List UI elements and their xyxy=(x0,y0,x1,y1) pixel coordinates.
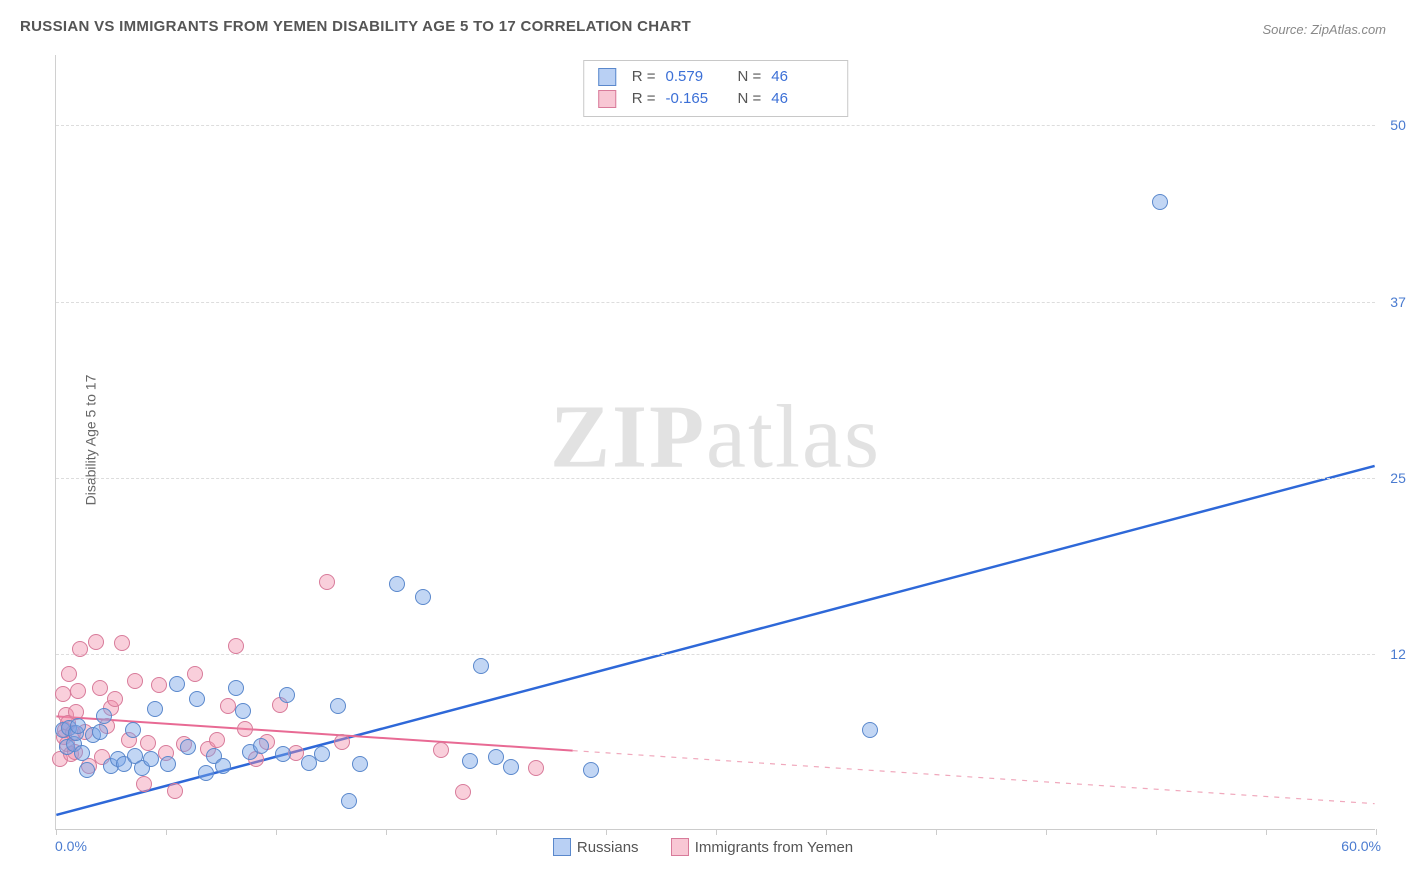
x-tick xyxy=(936,829,937,835)
data-point xyxy=(279,687,295,703)
swatch-pink xyxy=(598,90,616,108)
data-point xyxy=(107,691,123,707)
n-value-russians: 46 xyxy=(771,66,833,88)
data-point xyxy=(96,708,112,724)
data-point xyxy=(189,691,205,707)
data-point xyxy=(215,758,231,774)
x-tick xyxy=(716,829,717,835)
data-point xyxy=(319,574,335,590)
x-tick xyxy=(1156,829,1157,835)
x-tick xyxy=(1046,829,1047,835)
x-tick xyxy=(386,829,387,835)
x-tick xyxy=(606,829,607,835)
stats-row-russians: R = 0.579 N = 46 xyxy=(598,66,834,88)
stats-legend: R = 0.579 N = 46 R = -0.165 N = 46 xyxy=(583,60,849,117)
data-point xyxy=(488,749,504,765)
data-point xyxy=(220,698,236,714)
data-point xyxy=(237,721,253,737)
data-point xyxy=(88,634,104,650)
data-point xyxy=(125,722,141,738)
data-point xyxy=(147,701,163,717)
data-point xyxy=(187,666,203,682)
data-point xyxy=(61,666,77,682)
data-point xyxy=(140,735,156,751)
data-point xyxy=(862,722,878,738)
data-point xyxy=(433,742,449,758)
data-point xyxy=(55,686,71,702)
r-value-russians: 0.579 xyxy=(666,66,728,88)
data-point xyxy=(151,677,167,693)
x-tick xyxy=(496,829,497,835)
x-tick xyxy=(1376,829,1377,835)
stats-row-yemen: R = -0.165 N = 46 xyxy=(598,88,834,110)
chart-title: RUSSIAN VS IMMIGRANTS FROM YEMEN DISABIL… xyxy=(20,18,691,35)
gridline xyxy=(56,125,1375,126)
y-tick-label: 12.5% xyxy=(1380,646,1406,662)
data-point xyxy=(70,683,86,699)
data-point xyxy=(334,734,350,750)
data-point xyxy=(209,732,225,748)
data-point xyxy=(114,635,130,651)
gridline xyxy=(56,478,1375,479)
data-point xyxy=(503,759,519,775)
data-point xyxy=(528,760,544,776)
gridline xyxy=(56,654,1375,655)
data-point xyxy=(462,753,478,769)
data-point xyxy=(198,765,214,781)
data-point xyxy=(253,738,269,754)
swatch-blue xyxy=(598,68,616,86)
data-point xyxy=(314,746,330,762)
data-point xyxy=(136,776,152,792)
x-tick xyxy=(1266,829,1267,835)
r-value-yemen: -0.165 xyxy=(666,88,728,110)
data-point xyxy=(473,658,489,674)
x-tick xyxy=(826,829,827,835)
swatch-icon xyxy=(553,838,571,856)
data-point xyxy=(583,762,599,778)
data-point xyxy=(235,703,251,719)
y-tick-label: 37.5% xyxy=(1380,294,1406,310)
data-point xyxy=(228,680,244,696)
gridline xyxy=(56,302,1375,303)
data-point xyxy=(180,739,196,755)
swatch-icon xyxy=(671,838,689,856)
source-label: Source: ZipAtlas.com xyxy=(1262,22,1386,37)
data-point xyxy=(228,638,244,654)
data-point xyxy=(330,698,346,714)
data-point xyxy=(92,724,108,740)
data-point xyxy=(352,756,368,772)
data-point xyxy=(167,783,183,799)
data-point xyxy=(79,762,95,778)
n-value-yemen: 46 xyxy=(771,88,833,110)
data-point xyxy=(455,784,471,800)
data-point xyxy=(1152,194,1168,210)
data-point xyxy=(389,576,405,592)
data-point xyxy=(74,745,90,761)
bottom-legend: Russians Immigrants from Yemen xyxy=(0,838,1406,860)
data-point xyxy=(72,641,88,657)
y-tick-label: 25.0% xyxy=(1380,470,1406,486)
chart-plot-area: ZIPatlas R = 0.579 N = 46 R = -0.165 N =… xyxy=(55,55,1375,830)
data-point xyxy=(275,746,291,762)
legend-item-russians: Russians xyxy=(553,838,639,856)
data-point xyxy=(127,673,143,689)
x-tick xyxy=(56,829,57,835)
legend-item-yemen: Immigrants from Yemen xyxy=(671,838,853,856)
data-point xyxy=(415,589,431,605)
x-tick xyxy=(276,829,277,835)
x-tick xyxy=(166,829,167,835)
data-point xyxy=(169,676,185,692)
data-point xyxy=(143,751,159,767)
data-point xyxy=(92,680,108,696)
y-tick-label: 50.0% xyxy=(1380,117,1406,133)
data-point xyxy=(160,756,176,772)
trend-lines xyxy=(56,55,1375,829)
data-point xyxy=(341,793,357,809)
data-point xyxy=(70,718,86,734)
